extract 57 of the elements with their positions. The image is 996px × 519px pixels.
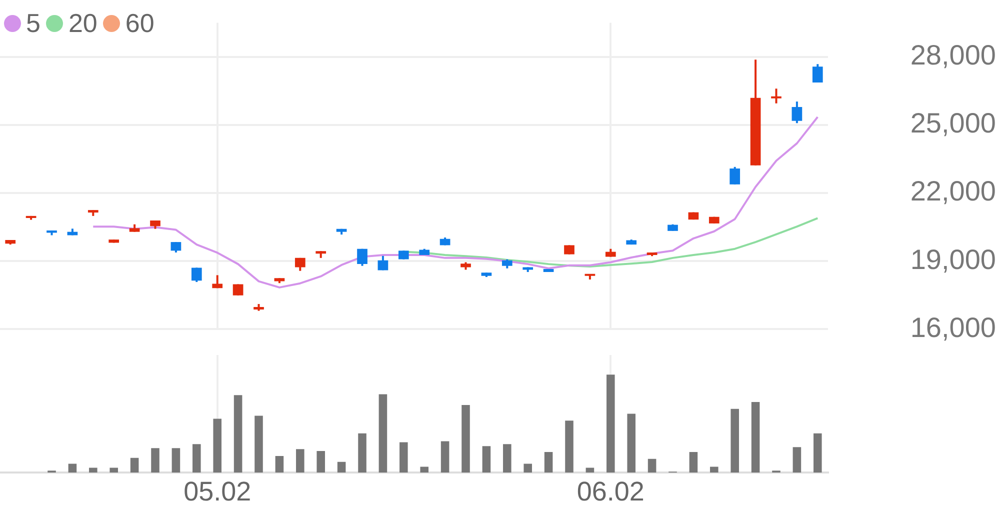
- bar: [503, 444, 512, 473]
- bar: [358, 433, 366, 473]
- candlestick: [378, 254, 388, 272]
- bar: [151, 448, 160, 473]
- y-tick-label: 16,000: [910, 312, 996, 343]
- candlestick: [730, 166, 740, 186]
- bar: [316, 451, 325, 473]
- bar: [296, 449, 304, 473]
- bar: [792, 447, 802, 473]
- candlestick: [502, 258, 512, 270]
- bar: [234, 395, 242, 473]
- candlestick: [812, 63, 823, 84]
- y-tick-label: 28,000: [910, 40, 996, 71]
- bar: [627, 414, 636, 473]
- legend-label: 60: [125, 8, 154, 39]
- bar: [337, 462, 346, 473]
- bar: [192, 444, 201, 473]
- candlestick: [357, 248, 368, 267]
- x-tick-label: 06.02: [576, 476, 644, 506]
- bar: [420, 466, 428, 473]
- candlestick: [212, 274, 223, 290]
- legend-label: 20: [68, 8, 98, 39]
- bar: [814, 433, 822, 473]
- bar: [172, 448, 180, 473]
- bar: [275, 456, 284, 473]
- bar: [89, 468, 98, 473]
- candlestick: [170, 241, 182, 254]
- bar: [544, 452, 553, 473]
- bar: [440, 441, 450, 473]
- bar: [710, 466, 718, 473]
- bar: [400, 442, 408, 473]
- bar: [524, 464, 532, 473]
- y-tick-label: 25,000: [910, 108, 996, 139]
- y-tick-label: 19,000: [910, 244, 996, 275]
- bar: [68, 464, 77, 473]
- bar: [482, 446, 491, 473]
- bar: [751, 402, 760, 473]
- bar: [689, 452, 698, 473]
- bar: [648, 458, 656, 473]
- candlestick: [564, 244, 574, 256]
- legend-label: 5: [26, 8, 40, 39]
- bar: [213, 418, 222, 473]
- candlestick: [771, 88, 782, 104]
- bar: [130, 458, 139, 473]
- candlestick: [294, 256, 306, 272]
- bar: [462, 404, 470, 473]
- bar: [110, 468, 118, 473]
- bar: [254, 416, 263, 473]
- bar: [378, 394, 388, 473]
- bar: [586, 468, 594, 473]
- bar: [565, 420, 574, 473]
- candlestick: [792, 100, 802, 124]
- x-tick-label: 05.02: [184, 476, 252, 506]
- y-tick-label: 22,000: [910, 176, 996, 207]
- candlestick: [191, 266, 202, 283]
- bar: [606, 374, 615, 473]
- bar: [730, 408, 739, 473]
